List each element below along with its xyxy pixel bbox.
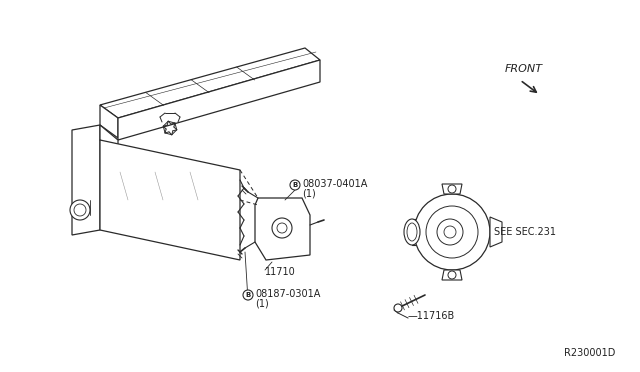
Polygon shape bbox=[442, 270, 462, 280]
Text: 11710: 11710 bbox=[265, 267, 296, 277]
Text: (1): (1) bbox=[255, 298, 269, 308]
Circle shape bbox=[394, 304, 402, 312]
Text: 08037-0401A: 08037-0401A bbox=[302, 179, 367, 189]
Polygon shape bbox=[118, 60, 320, 140]
Text: —11716B: —11716B bbox=[408, 311, 455, 321]
Circle shape bbox=[74, 204, 86, 216]
Text: B: B bbox=[245, 292, 251, 298]
Circle shape bbox=[277, 223, 287, 233]
Polygon shape bbox=[100, 140, 240, 260]
Polygon shape bbox=[72, 125, 100, 235]
Circle shape bbox=[437, 219, 463, 245]
Circle shape bbox=[70, 200, 90, 220]
Circle shape bbox=[444, 226, 456, 238]
Text: B: B bbox=[292, 182, 298, 188]
Polygon shape bbox=[100, 105, 118, 138]
Circle shape bbox=[414, 194, 490, 270]
Ellipse shape bbox=[407, 223, 417, 241]
Text: (1): (1) bbox=[302, 188, 316, 198]
Text: FRONT: FRONT bbox=[505, 64, 543, 74]
Polygon shape bbox=[100, 48, 320, 118]
Polygon shape bbox=[442, 184, 462, 194]
Ellipse shape bbox=[404, 219, 420, 245]
Text: R230001D: R230001D bbox=[564, 348, 615, 358]
Circle shape bbox=[426, 206, 478, 258]
Polygon shape bbox=[490, 217, 502, 247]
Polygon shape bbox=[100, 125, 118, 155]
Text: 08187-0301A: 08187-0301A bbox=[255, 289, 321, 299]
Circle shape bbox=[448, 271, 456, 279]
Circle shape bbox=[448, 185, 456, 193]
Circle shape bbox=[272, 218, 292, 238]
Circle shape bbox=[290, 180, 300, 190]
Polygon shape bbox=[255, 198, 310, 260]
Text: SEE SEC.231: SEE SEC.231 bbox=[494, 227, 556, 237]
Circle shape bbox=[243, 290, 253, 300]
